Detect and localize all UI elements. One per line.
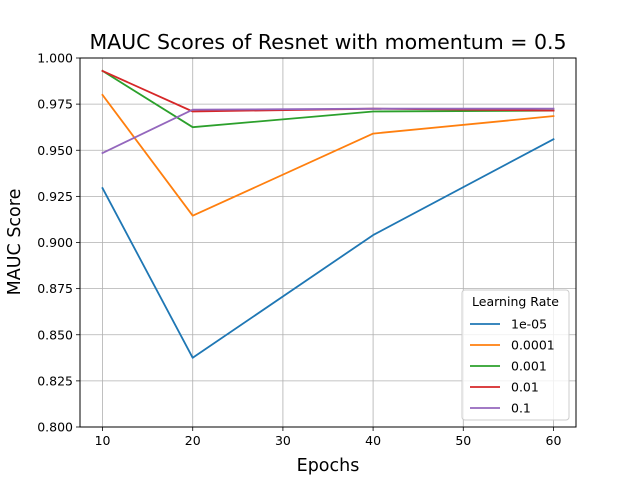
y-axis-ticks: 0.800 0.825 0.850 0.875 0.900 0.925 0.950 0.975… — [37, 51, 80, 435]
y-tick-label: 0.800 — [37, 420, 73, 435]
series-line-0.1 — [101, 107, 555, 155]
y-tick-label: 0.950 — [37, 143, 73, 158]
x-tick-label: 10 — [95, 433, 111, 448]
legend-label-1e-05: 1e-05 — [511, 317, 547, 332]
x-tick-label: 20 — [185, 433, 201, 448]
y-axis-label: MAUC Score — [5, 189, 25, 296]
y-tick-label: 0.875 — [37, 281, 73, 296]
series-line-1e-05 — [101, 137, 555, 359]
x-axis-label: Epochs — [297, 456, 360, 476]
x-tick-label: 40 — [365, 433, 381, 448]
series-line-0.001 — [101, 69, 555, 129]
x-tick-label: 50 — [455, 433, 471, 448]
legend-title: Learning Rate — [472, 294, 559, 309]
y-tick-label: 0.850 — [37, 327, 73, 342]
legend-label-0.1: 0.1 — [511, 401, 531, 416]
legend-label-0.0001: 0.0001 — [511, 338, 555, 353]
y-tick-label: 0.900 — [37, 235, 73, 250]
x-tick-label: 30 — [275, 433, 291, 448]
y-tick-label: 0.925 — [37, 189, 73, 204]
y-tick-label: 1.000 — [37, 51, 73, 66]
legend-label-0.01: 0.01 — [511, 380, 539, 395]
x-axis-ticks: 10 20 30 40 50 60 — [95, 427, 562, 448]
series-line-0.01 — [101, 69, 555, 113]
y-tick-label: 0.975 — [37, 97, 73, 112]
grid-lines — [80, 57, 576, 428]
y-tick-label: 0.825 — [37, 373, 73, 388]
legend: Learning Rate 1e-05 0.0001 0.001 0.01 0.1 — [461, 289, 570, 421]
series-line-0.0001 — [101, 93, 555, 217]
legend-label-0.001: 0.001 — [511, 359, 547, 374]
series-lines — [101, 69, 555, 359]
x-tick-label: 60 — [546, 433, 562, 448]
chart-title: MAUC Scores of Resnet with momentum = 0.… — [89, 30, 566, 54]
legend-items: 1e-05 0.0001 0.001 0.01 0.1 — [470, 317, 555, 416]
